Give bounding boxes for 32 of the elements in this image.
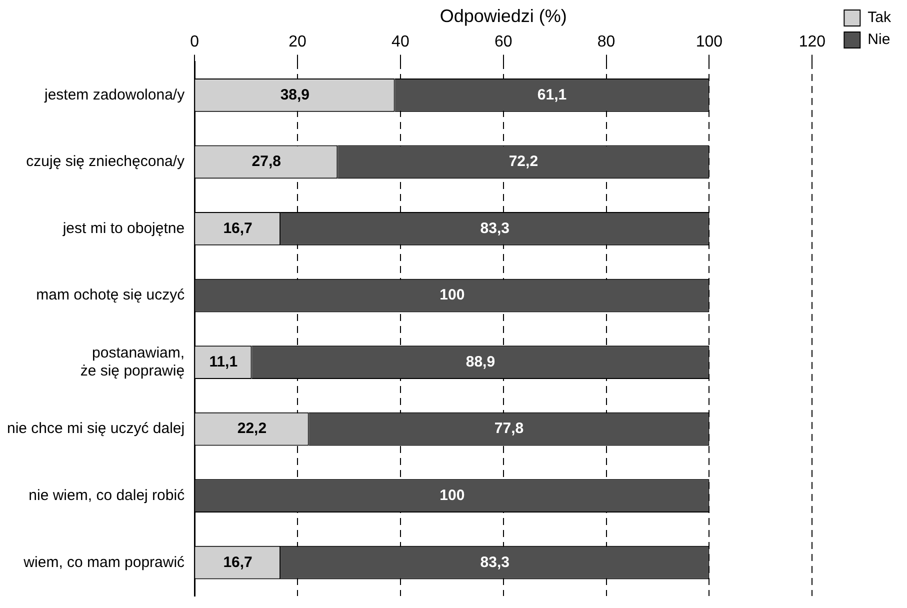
data-label: 83,3	[480, 220, 510, 237]
y-tick-label: wiem, co mam poprawić	[22, 554, 186, 571]
x-tick-label: 0	[190, 34, 200, 51]
data-label: 100	[440, 286, 465, 304]
y-tick-label: nie wiem, co dalej robić	[28, 486, 186, 504]
y-tick-label: nie chce mi się uczyć dalej	[7, 420, 185, 438]
data-label: 100	[440, 486, 465, 504]
data-label: 16,7	[223, 220, 252, 237]
data-label: 38,9	[280, 86, 310, 104]
y-tick-label: jestem zadowolona/y	[44, 86, 186, 104]
data-label: 61,1	[537, 86, 567, 104]
data-label: 27,8	[252, 153, 281, 170]
y-tick-label: postanawiam, że się poprawię	[80, 344, 185, 380]
data-label: 11,1	[209, 353, 238, 370]
y-tick-label: czuję się zniechęcona/y	[26, 153, 186, 170]
x-tick-label: 40	[392, 34, 410, 51]
data-label: 77,8	[494, 420, 524, 438]
data-label: 88,9	[466, 353, 496, 370]
data-label: 16,7	[223, 554, 252, 571]
x-tick-label: 120	[798, 34, 826, 51]
x-axis-title: Odpowiedzi (%)	[440, 6, 567, 26]
data-label: 83,3	[480, 554, 510, 571]
legend-label: Tak	[868, 9, 892, 26]
x-tick-label: 60	[494, 34, 512, 51]
x-tick-label: 80	[597, 34, 616, 51]
y-tick-label: jest mi to obojętne	[62, 220, 185, 237]
y-tick-label: mam ochotę się uczyć	[36, 286, 186, 304]
data-label: 72,2	[508, 153, 538, 170]
x-tick-label: 20	[288, 34, 307, 51]
x-tick-label: 100	[696, 34, 723, 51]
data-label: 22,2	[237, 420, 267, 438]
legend-label: Nie	[868, 31, 890, 48]
